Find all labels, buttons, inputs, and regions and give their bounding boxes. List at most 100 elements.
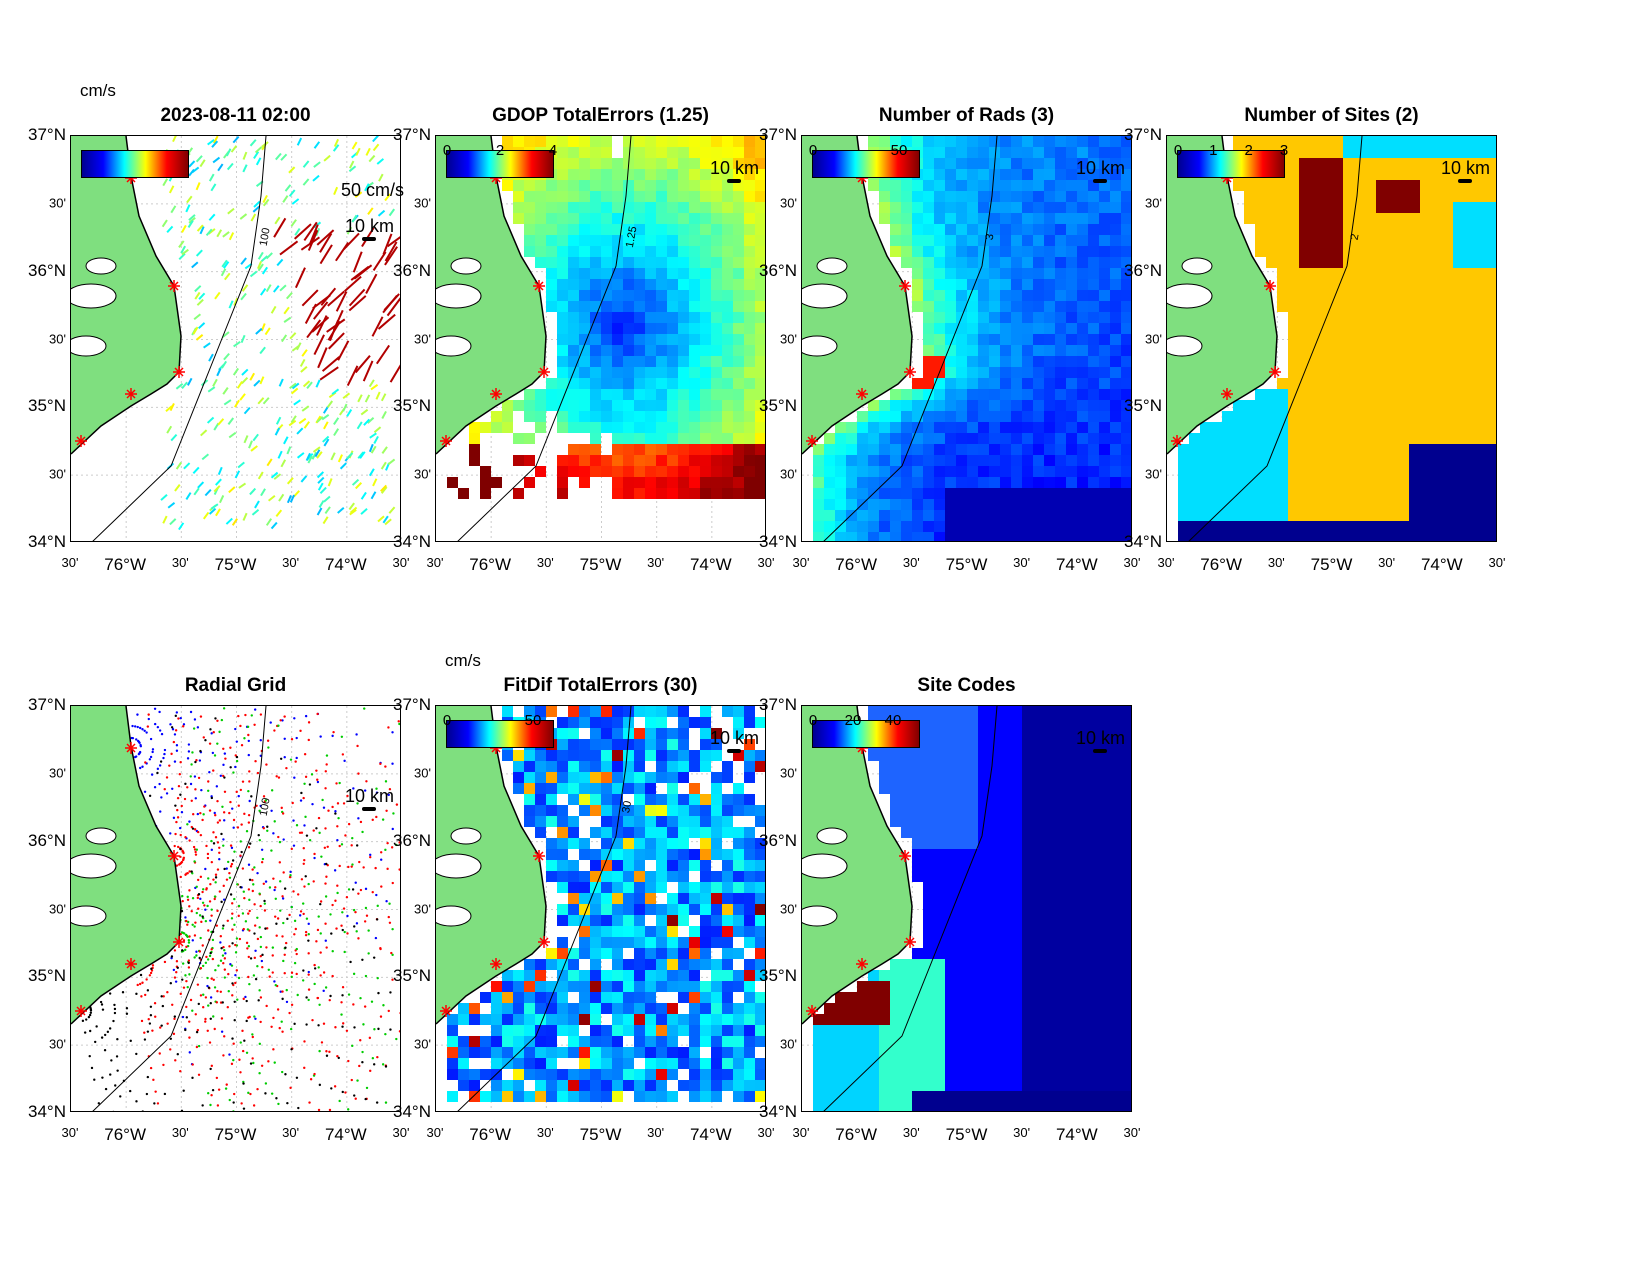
y-tick-label: 35°N xyxy=(28,396,66,416)
y-tick-label: 35°N xyxy=(28,966,66,986)
x-tick-label: 74°W xyxy=(1055,1125,1098,1144)
site-marker-icon xyxy=(533,280,545,292)
colorbar: 0 50 xyxy=(443,712,554,748)
x-tick-label: 76°W xyxy=(1200,555,1243,574)
y-tick-label: 30' xyxy=(1145,331,1162,346)
site-marker-icon xyxy=(1221,388,1233,400)
x-tick-label: 30' xyxy=(392,555,410,570)
colorbar-tick: 0 xyxy=(808,142,818,159)
scale-bar-line xyxy=(1093,179,1108,183)
x-tick-label: 30' xyxy=(61,555,79,570)
colorbar: 0 2 4 xyxy=(443,142,557,178)
site-marker-icon xyxy=(856,958,868,970)
colorbar-tick: 0 xyxy=(1173,142,1183,159)
y-tick-label: 34°N xyxy=(28,532,66,551)
site-marker-icon xyxy=(490,958,502,970)
scale-label: 10 km xyxy=(1440,158,1490,178)
y-tick-label: 36°N xyxy=(28,830,66,850)
x-tick-label: 30' xyxy=(792,555,810,570)
x-tick-label: 74°W xyxy=(689,1125,732,1144)
scale-bar-line xyxy=(362,237,377,241)
colorbar: 0 1 2 3 xyxy=(1174,142,1288,178)
y-tick-label: 35°N xyxy=(393,396,431,416)
y-tick-label: 30' xyxy=(780,1036,797,1052)
colorbar-tick: 0 xyxy=(808,712,818,729)
panel-title: Site Codes xyxy=(917,675,1016,696)
land-mass xyxy=(802,706,912,1024)
y-tick-label: 36°N xyxy=(393,260,431,280)
colorbar-tick: 0 xyxy=(442,712,452,729)
site-marker-icon xyxy=(806,435,818,447)
y-tick-label: 30' xyxy=(414,765,431,781)
y-tick-label: 37°N xyxy=(759,125,797,144)
y-tick-label: 30' xyxy=(414,901,431,916)
y-tick-label: 30' xyxy=(1145,195,1162,211)
x-tick-label: 30' xyxy=(902,555,920,570)
colorbar-tick: 3 xyxy=(1279,142,1289,159)
site-marker-icon xyxy=(856,388,868,400)
x-tick-label: 74°W xyxy=(1420,555,1463,574)
site-marker-icon xyxy=(1264,280,1276,292)
scale-bar: 10 km xyxy=(345,216,394,241)
map-panel-nrads: 0 50 10 km 3 xyxy=(801,135,1132,542)
site-marker-icon xyxy=(125,742,137,754)
map-canvas xyxy=(71,136,400,541)
scale-bar-line xyxy=(727,179,742,183)
site-marker-icon xyxy=(1171,435,1183,447)
x-tick-label: 30' xyxy=(171,555,189,570)
scale-bar: 10 km xyxy=(1076,158,1125,183)
y-tick-label: 35°N xyxy=(1124,396,1162,416)
y-tick-label: 34°N xyxy=(393,532,431,551)
map-panel-sitecodes: 0 20 40 10 km xyxy=(801,705,1132,1112)
land-mass xyxy=(71,706,181,1024)
x-tick-label: 30' xyxy=(282,1125,300,1140)
map-canvas xyxy=(71,706,400,1111)
site-marker-icon xyxy=(538,936,550,948)
x-tick-label: 75°W xyxy=(579,555,622,574)
y-tick-label: 30' xyxy=(414,1036,431,1052)
map-panel-currents: 10 km 50 cm/s 100 xyxy=(70,135,404,542)
y-tick-label: 37°N xyxy=(28,125,66,144)
y-tick-label: 30' xyxy=(49,331,66,346)
y-tick-label: 30' xyxy=(49,1036,66,1052)
y-tick-label: 30' xyxy=(780,331,797,346)
x-tick-label: 30' xyxy=(647,555,665,570)
x-tick-label: 74°W xyxy=(1055,555,1098,574)
site-marker-icon xyxy=(440,1005,452,1017)
map-panel-gdop: 0 2 4 10 km 1.25 xyxy=(435,135,766,542)
y-tick-label: 30' xyxy=(414,466,431,482)
map-panel-radgrid: 10 km 100 xyxy=(70,705,401,1112)
y-tick-label: 37°N xyxy=(1124,125,1162,144)
scale-bar: 10 km xyxy=(1076,728,1125,753)
map-canvas xyxy=(802,136,1131,541)
y-tick-label: 36°N xyxy=(393,830,431,850)
y-tick-label: 34°N xyxy=(759,1102,797,1121)
x-tick-label: 75°W xyxy=(1310,555,1353,574)
x-tick-label: 74°W xyxy=(689,555,732,574)
y-tick-label: 37°N xyxy=(393,125,431,144)
site-marker-icon xyxy=(899,280,911,292)
colorbar-tick: 40 xyxy=(884,712,902,729)
x-tick-label: 30' xyxy=(757,555,775,570)
x-tick-label: 30' xyxy=(1378,555,1396,570)
scale-bar: 10 km xyxy=(710,158,759,183)
land-mass xyxy=(71,136,181,454)
colorbar-unit: cm/s xyxy=(445,651,481,670)
x-tick-label: 76°W xyxy=(835,555,878,574)
colorbar-unit: cm/s xyxy=(80,81,116,100)
x-tick-label: 30' xyxy=(426,555,444,570)
x-tick-label: 30' xyxy=(61,1125,79,1140)
x-tick-label: 30' xyxy=(1013,1125,1031,1140)
site-marker-icon xyxy=(490,388,502,400)
x-tick-label: 30' xyxy=(282,555,300,570)
y-tick-label: 30' xyxy=(780,765,797,781)
x-tick-label: 75°W xyxy=(214,1125,257,1144)
scale-label: 10 km xyxy=(344,786,394,806)
colorbar-tick: 0 xyxy=(442,142,452,159)
y-tick-label: 37°N xyxy=(393,695,431,714)
vector-scale-label: 50 cm/s xyxy=(340,180,404,200)
colorbar: 0 20 40 xyxy=(809,712,920,748)
map-panel-nsites: 0 1 2 3 10 km 2 xyxy=(1166,135,1497,542)
panel-title: FitDif TotalErrors (30) xyxy=(503,675,698,696)
x-tick-label: 30' xyxy=(392,1125,410,1140)
